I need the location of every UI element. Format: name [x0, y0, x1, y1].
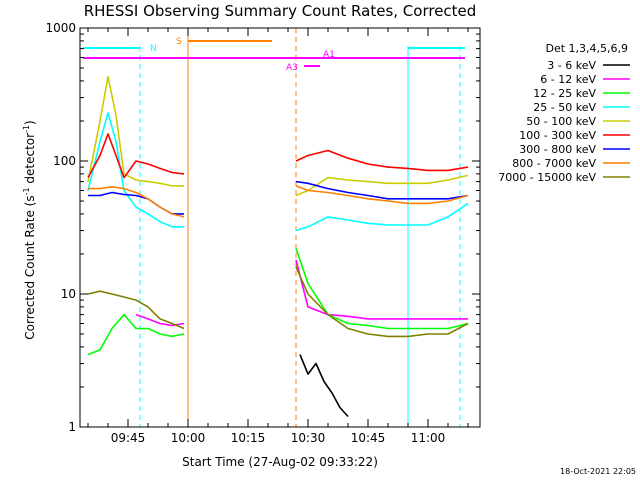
series-line-5-seg-1 [295, 149, 469, 172]
series-line-1-seg-1 [295, 259, 468, 320]
series-line-8-seg-0 [87, 290, 185, 330]
saa-label: S [176, 37, 182, 47]
series-line-4-seg-0 [87, 75, 184, 187]
legend-label-4: 50 - 100 keV [526, 115, 596, 128]
y-tick-label-2: 100 [53, 154, 76, 168]
series-line-4-seg-1 [295, 174, 469, 197]
x-tick-label-4: 10:45 [351, 431, 386, 445]
series-line-7-seg-1 [295, 185, 469, 205]
legend-label-6: 300 - 800 keV [519, 143, 596, 156]
y-tick-label-0: 1 [68, 420, 76, 434]
series-line-5-seg-0 [87, 133, 185, 179]
x-tick-label-1: 10:00 [171, 431, 206, 445]
series-line-3-seg-1 [295, 202, 469, 232]
legend-title: Det 1,3,4,5,6,9 [545, 42, 628, 55]
night-label: N [150, 44, 157, 54]
x-axis-label: Start Time (27-Aug-02 09:33:22) [182, 455, 378, 469]
series-line-6-seg-1 [295, 180, 469, 200]
y-axis-label: Corrected Count Rate (s-1 detector-1) [22, 120, 37, 339]
series-line-2-seg-1 [295, 248, 469, 330]
series-line-7-seg-0 [88, 186, 185, 218]
legend-label-7: 800 - 7000 keV [512, 157, 596, 170]
x-tick-label-3: 10:30 [291, 431, 326, 445]
legend-label-2: 12 - 25 keV [533, 87, 596, 100]
y-tick-label-3: 1000 [45, 21, 76, 35]
x-tick-label-2: 10:15 [231, 431, 266, 445]
x-tick-label-0: 09:45 [111, 431, 146, 445]
plot-frame [79, 27, 481, 428]
series-line-0-seg-0 [299, 354, 349, 418]
legend-label-3: 25 - 50 keV [533, 101, 596, 114]
series-line-3-seg-0 [87, 112, 184, 228]
series-line-2-seg-0 [87, 313, 185, 356]
attenuator-a3-label: A3 [286, 63, 298, 73]
attenuator-a1-label: A1 [323, 50, 335, 60]
chart-title: RHESSI Observing Summary Count Rates, Co… [84, 2, 477, 20]
legend-label-5: 100 - 300 keV [519, 129, 596, 142]
plot-decorations: N S A1 A3 [83, 28, 465, 427]
footer-timestamp: 18-Oct-2021 22:05 [560, 467, 636, 476]
legend-label-8: 7000 - 15000 keV [498, 171, 596, 184]
series-layer [87, 75, 469, 418]
legend-label-0: 3 - 6 keV [547, 59, 596, 72]
axes: 09:45 10:00 10:15 10:30 10:45 11:00 1 10 100 1000 [45, 21, 480, 445]
y-tick-label-1: 10 [61, 287, 76, 301]
legend-label-1: 6 - 12 keV [540, 73, 596, 86]
x-tick-label-5: 11:00 [411, 431, 446, 445]
series-line-8-seg-1 [295, 266, 469, 338]
